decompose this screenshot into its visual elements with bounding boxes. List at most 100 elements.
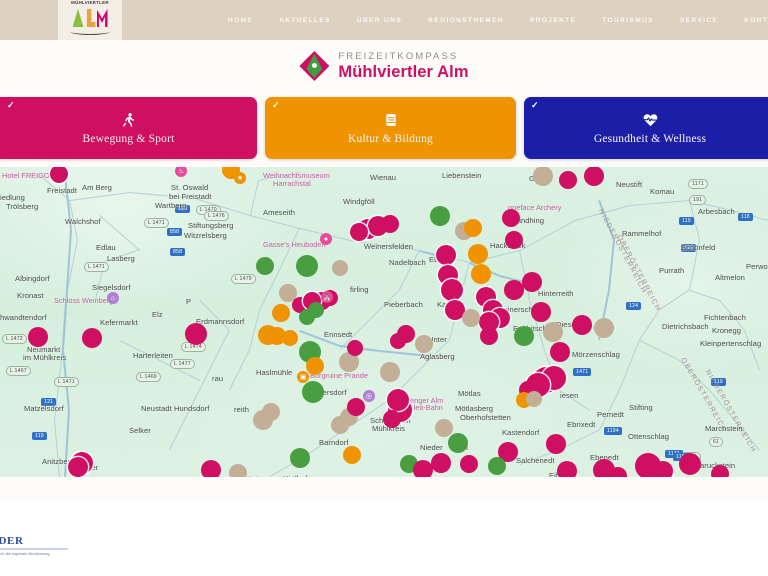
map-marker-sport[interactable] xyxy=(185,323,207,345)
map-marker-other[interactable] xyxy=(526,391,542,407)
map-marker-wellness[interactable] xyxy=(430,206,450,226)
map-marker-sport[interactable] xyxy=(460,455,478,473)
map-marker-wellness[interactable] xyxy=(302,381,324,403)
nav-item-projekte[interactable]: PROJEKTE xyxy=(529,16,577,24)
map-place-label: Elz xyxy=(152,310,163,319)
map-marker-sport[interactable] xyxy=(201,460,221,477)
map-marker-sport[interactable] xyxy=(445,300,465,320)
heuboden-poi-icon[interactable]: ● xyxy=(320,233,332,245)
map-marker-kultur[interactable] xyxy=(272,304,290,322)
map-marker-sport[interactable] xyxy=(413,460,433,477)
map-route-shield: L 1476 xyxy=(204,211,229,221)
map-marker-kultur[interactable] xyxy=(471,264,491,284)
nav-item-aktuelles[interactable]: AKTUELLES xyxy=(279,16,331,24)
map-marker-sport[interactable] xyxy=(609,467,627,477)
logo-arc-shape xyxy=(70,28,110,35)
map-marker-other[interactable] xyxy=(435,419,453,437)
map-marker-sport[interactable] xyxy=(347,340,363,356)
map-marker-other[interactable] xyxy=(332,260,348,276)
nav-item-regionsthemen[interactable]: REGIONSTHEMEN xyxy=(428,16,504,24)
map-place-label: Komau xyxy=(650,187,675,196)
map-marker-sport[interactable] xyxy=(557,461,577,477)
map-marker-wellness[interactable] xyxy=(299,309,315,325)
map-marker-other[interactable] xyxy=(462,309,480,327)
map-marker-wellness[interactable] xyxy=(290,448,310,468)
map-marker-sport[interactable] xyxy=(531,302,551,322)
logo-letter-l xyxy=(86,9,96,27)
map-marker-sport[interactable] xyxy=(82,328,102,348)
map-marker-other[interactable] xyxy=(380,362,400,382)
map-place-label: Hinterreith xyxy=(538,289,574,298)
map-marker-wellness[interactable] xyxy=(514,326,534,346)
church-poi-icon[interactable]: ⛪ xyxy=(321,291,333,303)
interactive-map[interactable]: 125 858 858 121 119 119 119 124 191 L 1471 L 1470 L… xyxy=(0,167,768,477)
map-marker-kultur[interactable] xyxy=(343,446,361,464)
map-marker-sport[interactable] xyxy=(387,389,409,411)
map-marker-sport[interactable] xyxy=(498,442,518,462)
map-marker-sport[interactable] xyxy=(431,453,451,473)
nav-item-service[interactable]: SERVICE xyxy=(679,16,719,24)
map-marker-sport[interactable] xyxy=(653,461,673,477)
map-marker-sport[interactable] xyxy=(390,333,406,349)
map-marker-wellness[interactable] xyxy=(448,433,468,453)
brand-header: FREIZEITKOMPASS Mühlviertler Alm xyxy=(0,40,768,92)
map-marker-sport[interactable] xyxy=(522,272,542,292)
map-marker-other[interactable] xyxy=(415,335,433,353)
map-place-label: St. Oswald xyxy=(171,183,209,192)
map-marker-kultur[interactable] xyxy=(468,244,488,264)
site-logo[interactable]: MÜHLVIERTLER xyxy=(58,0,122,42)
map-marker-sport[interactable] xyxy=(436,245,456,265)
map-poi-label: Schloss Weinberg xyxy=(54,296,114,305)
museum-poi-icon[interactable]: ★ xyxy=(234,172,246,184)
map-marker-other[interactable] xyxy=(262,403,280,421)
map-marker-sport[interactable] xyxy=(347,398,365,416)
map-marker-sport[interactable] xyxy=(383,410,401,428)
map-marker-sport[interactable] xyxy=(572,315,592,335)
map-marker-sport[interactable] xyxy=(480,327,498,345)
nav-item-über-uns[interactable]: ÜBER UNS xyxy=(356,16,403,24)
map-marker-sport[interactable] xyxy=(381,215,399,233)
map-marker-other[interactable] xyxy=(229,464,247,477)
category-filter-running-person[interactable]: ✓ Bewegung & Sport xyxy=(0,97,257,159)
burgruine-poi-icon[interactable]: ▣ xyxy=(297,371,309,383)
map-marker-kultur[interactable] xyxy=(306,357,324,375)
hotel-poi-icon[interactable]: ♨ xyxy=(175,167,187,177)
map-marker-sport[interactable] xyxy=(546,434,566,454)
map-poi-label: enger Alm xyxy=(410,396,444,405)
nav-item-kontakt[interactable]: KONTAKT xyxy=(744,16,768,24)
map-marker-sport[interactable] xyxy=(505,231,523,249)
map-marker-other[interactable] xyxy=(543,322,563,342)
map-place-label: Kastendorf xyxy=(502,428,540,437)
map-marker-other[interactable] xyxy=(594,318,614,338)
map-marker-other[interactable] xyxy=(533,167,553,186)
map-marker-sport[interactable] xyxy=(502,209,520,227)
map-marker-kultur[interactable] xyxy=(464,219,482,237)
map-marker-wellness[interactable] xyxy=(488,457,506,475)
running-person-icon xyxy=(121,112,136,129)
castle-poi-icon[interactable]: ⌂ xyxy=(107,292,119,304)
map-marker-other[interactable] xyxy=(331,416,349,434)
map-marker-kultur[interactable] xyxy=(282,330,298,346)
map-marker-sport[interactable] xyxy=(550,342,570,362)
map-marker-sport[interactable] xyxy=(711,465,729,477)
map-marker-sport[interactable] xyxy=(68,457,88,477)
alm-gleitbahn-poi-icon[interactable]: ◎ xyxy=(363,390,375,402)
map-marker-wellness[interactable] xyxy=(256,257,274,275)
category-filter-book[interactable]: ✓ Kultur & Bildung xyxy=(265,97,516,159)
map-marker-sport[interactable] xyxy=(504,280,524,300)
map-marker-sport[interactable] xyxy=(28,327,48,347)
category-filter-heart-pulse[interactable]: ✓ Gesundheit & Wellness xyxy=(524,97,768,159)
map-marker-sport[interactable] xyxy=(584,167,604,186)
map-marker-wellness[interactable] xyxy=(296,255,318,277)
map-marker-sport[interactable] xyxy=(350,223,368,241)
map-route-shield: L 1467 xyxy=(6,366,31,376)
map-marker-other[interactable] xyxy=(339,352,359,372)
map-marker-kultur[interactable] xyxy=(258,325,278,345)
map-marker-sport[interactable] xyxy=(441,279,463,301)
map-marker-sport[interactable] xyxy=(559,171,577,189)
nav-item-tourismus[interactable]: TOURISMUS xyxy=(602,16,654,24)
map-marker-sport[interactable] xyxy=(50,167,68,183)
map-marker-sport[interactable] xyxy=(679,453,701,475)
nav-item-home[interactable]: HOME xyxy=(228,16,254,24)
map-marker-other[interactable] xyxy=(279,284,297,302)
